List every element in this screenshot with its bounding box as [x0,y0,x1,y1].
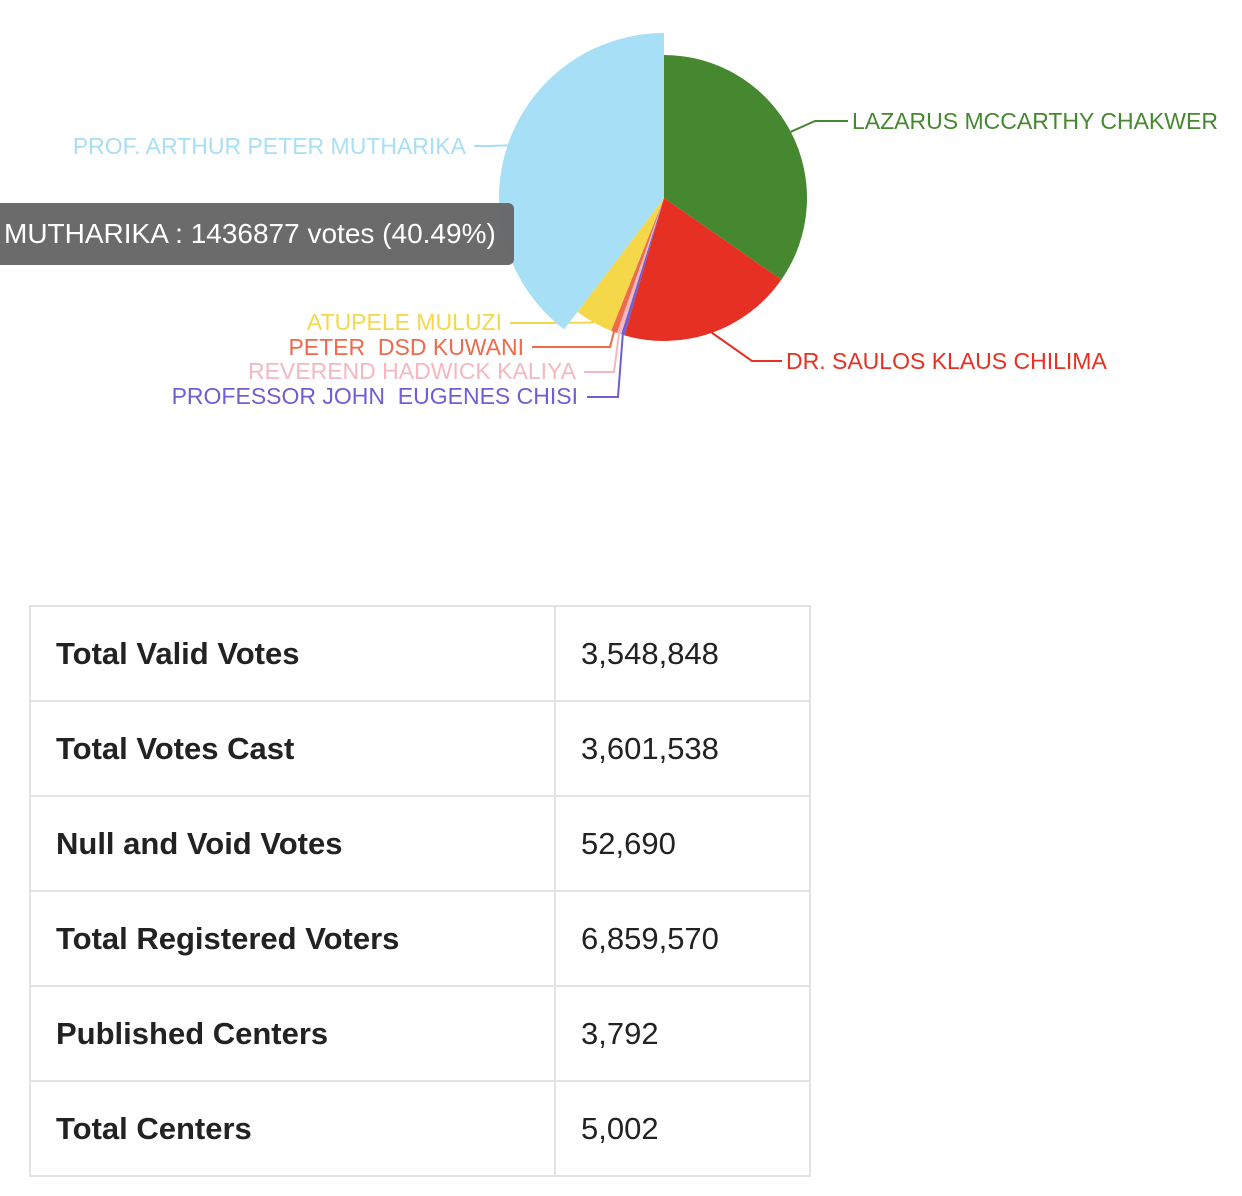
pie-chart: LAZARUS MCCARTHY CHAKWER DR. SAULOS KLAUS… [0,0,1242,440]
pie-slice[interactable] [611,198,664,334]
pie-leader-line [790,120,848,133]
pie-slice-label: ATUPELE MULUZI [307,309,502,335]
pie-slice[interactable] [616,198,664,335]
stats-label: Total Votes Cast [29,700,556,797]
stats-row: Total Votes Cast 3,601,538 [29,700,811,797]
stats-value: 52,690 [554,795,811,892]
pie-leader-line [532,331,615,348]
pie-slice[interactable] [499,33,664,330]
chart-tooltip: MUTHARIKA : 1436877 votes (40.49%) [0,203,514,265]
stats-label: Null and Void Votes [29,795,556,892]
stats-row: Null and Void Votes 52,690 [29,795,811,892]
stats-row: Total Valid Votes 3,548,848 [29,605,811,702]
pie-leader-line [711,331,782,362]
results-summary-table: Total Valid Votes 3,548,848 Total Votes Ca… [29,605,811,1177]
stats-row: Total Centers 5,002 [29,1080,811,1177]
pie-leader-line [474,144,508,147]
pie-slice[interactable] [621,198,664,336]
pie-leader-line [587,334,624,398]
pie-slice[interactable] [664,55,808,280]
stats-value: 5,002 [554,1080,811,1177]
stats-value: 3,548,848 [554,605,811,702]
pie-slice[interactable] [624,198,782,341]
stats-label: Published Centers [29,985,556,1082]
stats-row: Total Registered Voters 6,859,570 [29,890,811,987]
stats-label: Total Centers [29,1080,556,1177]
pie-slice-label: PROFESSOR JOHN EUGENES CHISI [172,383,578,409]
pie-slice-label: LAZARUS MCCARTHY CHAKWER [852,108,1218,134]
stats-value: 3,601,538 [554,700,811,797]
stats-row: Published Centers 3,792 [29,985,811,1082]
stats-value: 6,859,570 [554,890,811,987]
pie-chart-svg: LAZARUS MCCARTHY CHAKWER DR. SAULOS KLAUS… [73,33,1218,409]
stats-value: 3,792 [554,985,811,1082]
pie-leader-line [584,333,620,373]
pie-slice-label: PETER DSD KUWANI [288,334,524,360]
stats-label: Total Valid Votes [29,605,556,702]
pie-slice-label: PROF. ARTHUR PETER MUTHARIKA [73,133,467,159]
pie-slice-label: REVEREND HADWICK KALIYA [248,358,577,384]
stats-label: Total Registered Voters [29,890,556,987]
pie-slice-label: DR. SAULOS KLAUS CHILIMA [786,348,1107,374]
pie-slice[interactable] [577,198,664,331]
